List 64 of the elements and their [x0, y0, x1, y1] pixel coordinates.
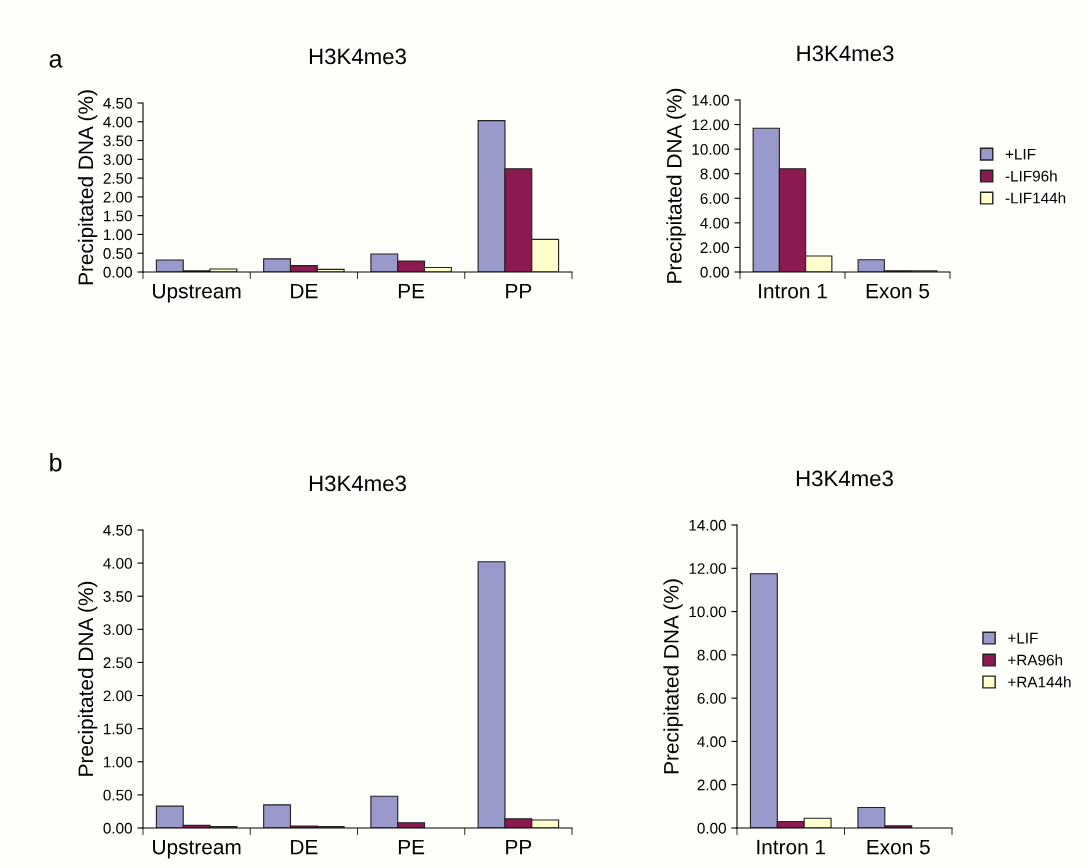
legend-label: -LIF144h [1005, 192, 1066, 204]
y-tick-label: 1.50 [104, 723, 132, 735]
y-tick-label: 0.00 [103, 822, 132, 834]
chart-title: H3K4me3 [796, 470, 893, 487]
legend-label: +RA96h [1008, 654, 1063, 666]
y-tick-label: 4.00 [103, 557, 132, 569]
x-tick-label: Intron 1 [759, 283, 827, 299]
y-tick-label: 14.00 [689, 519, 726, 531]
y-tick-label: 14.00 [692, 94, 729, 106]
y-tick-label: 12.00 [689, 563, 726, 574]
y-tick-label: 1.00 [104, 756, 132, 768]
x-tick-label: PE [398, 839, 425, 855]
x-tick-label: PP [506, 283, 532, 299]
y-tick-label: 4.00 [697, 736, 726, 748]
text: a [49, 53, 63, 68]
y-tick-label: 0.00 [103, 266, 132, 278]
y-tick-label: 2.00 [697, 779, 726, 791]
legend-label: +RA144h [1008, 676, 1071, 688]
y-tick-label: 2.00 [103, 191, 132, 203]
x-tick-label: DE [291, 839, 318, 855]
y-tick-label: 8.00 [700, 168, 729, 180]
y-tick-label: 1.50 [104, 210, 132, 222]
x-tick-label: Upstream [153, 839, 241, 859]
y-tick-label: 3.50 [103, 591, 132, 602]
y-tick-label: 4.00 [103, 116, 132, 128]
y-tick-label: 0.50 [103, 789, 132, 801]
y-tick-label: 3.00 [103, 624, 132, 636]
x-tick-label: PE [398, 283, 425, 299]
y-axis-title: Precipitated DNA (%) [666, 88, 686, 283]
x-tick-label: Exon 5 [867, 839, 930, 855]
y-tick-label: 2.00 [700, 242, 729, 254]
x-tick-label: Intron 1 [757, 839, 826, 855]
chart-title: H3K4me3 [309, 475, 406, 492]
y-tick-label: 4.50 [103, 524, 132, 536]
chart-title: H3K4me3 [797, 45, 894, 62]
y-tick-label: 2.50 [103, 657, 132, 669]
x-tick-label: Upstream [153, 283, 241, 303]
legend-label: -LIF96h [1005, 170, 1057, 182]
x-tick-label: PP [506, 839, 532, 855]
x-tick-label: Exon 5 [866, 283, 930, 299]
y-tick-label: 2.00 [103, 690, 132, 702]
chart-title: H3K4me3 [309, 48, 406, 65]
y-tick-label: 0.00 [697, 822, 726, 834]
y-tick-label: 4.00 [700, 217, 729, 229]
y-tick-label: 12.00 [692, 119, 729, 131]
y-tick-label: 10.00 [689, 606, 726, 618]
x-tick-label: DE [291, 283, 318, 299]
y-axis-title: Precipitated DNA (%) [663, 579, 683, 774]
legend-label: +LIF [1008, 632, 1038, 644]
y-tick-label: 3.00 [103, 154, 132, 166]
y-axis-title: Precipitated DNA (%) [77, 581, 98, 776]
y-tick-label: 10.00 [692, 144, 729, 155]
y-tick-label: 6.00 [700, 193, 729, 204]
text: b [50, 453, 62, 472]
y-tick-label: 4.50 [103, 97, 132, 109]
y-tick-label: 1.00 [104, 229, 132, 241]
y-tick-label: 8.00 [697, 649, 726, 661]
legend-label: +LIF [1005, 148, 1036, 160]
y-axis-title: Precipitated DNA (%) [77, 90, 98, 285]
y-tick-label: 3.50 [103, 135, 132, 147]
y-tick-label: 6.00 [697, 693, 726, 704]
y-tick-label: 0.50 [103, 248, 132, 259]
y-tick-label: 2.50 [103, 172, 132, 184]
y-tick-label: 0.00 [700, 266, 729, 278]
